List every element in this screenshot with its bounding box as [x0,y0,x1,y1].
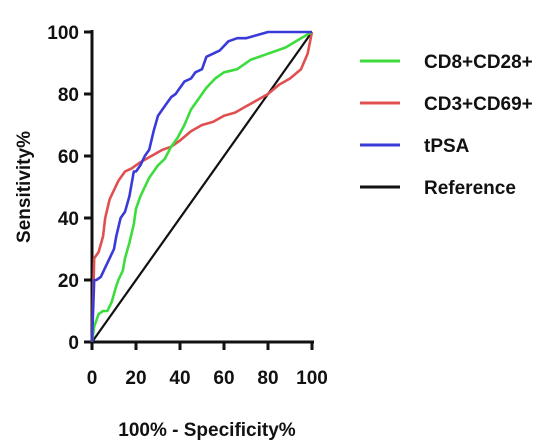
y-tick-label: 100 [47,23,79,44]
x-tick-label: 0 [87,368,98,389]
y-tick-label: 20 [58,271,79,292]
axes [90,30,314,344]
x-tick-label: 40 [169,368,190,389]
series-line-cd8-cd28 [90,30,313,343]
legend-label: Reference [424,178,516,199]
series-line-reference [91,31,313,343]
legend: CD8+CD28+ CD3+CD69+ tPSA Reference [360,52,533,199]
y-axis-title: Sensitivity% [14,131,35,243]
y-tick-label: 40 [58,209,79,230]
series-layer [90,30,314,343]
series-line-cd3-cd69 [90,31,314,343]
legend-label: CD3+CD69+ [424,94,533,115]
y-tick-label: 0 [68,333,79,354]
legend-label: CD8+CD28+ [424,52,533,73]
x-tick-label: 60 [213,368,234,389]
x-tick-label: 80 [257,368,278,389]
y-tick-label: 60 [58,147,79,168]
series-line-tpsa [90,30,312,343]
ticks: 0 20 40 60 80 100 0 20 40 60 80 100 [47,23,328,389]
x-tick-label: 20 [125,368,146,389]
legend-label: tPSA [424,136,470,157]
x-axis-title: 100% - Specificity% [118,420,296,441]
x-tick-label: 100 [296,368,328,389]
y-tick-label: 80 [58,85,79,106]
